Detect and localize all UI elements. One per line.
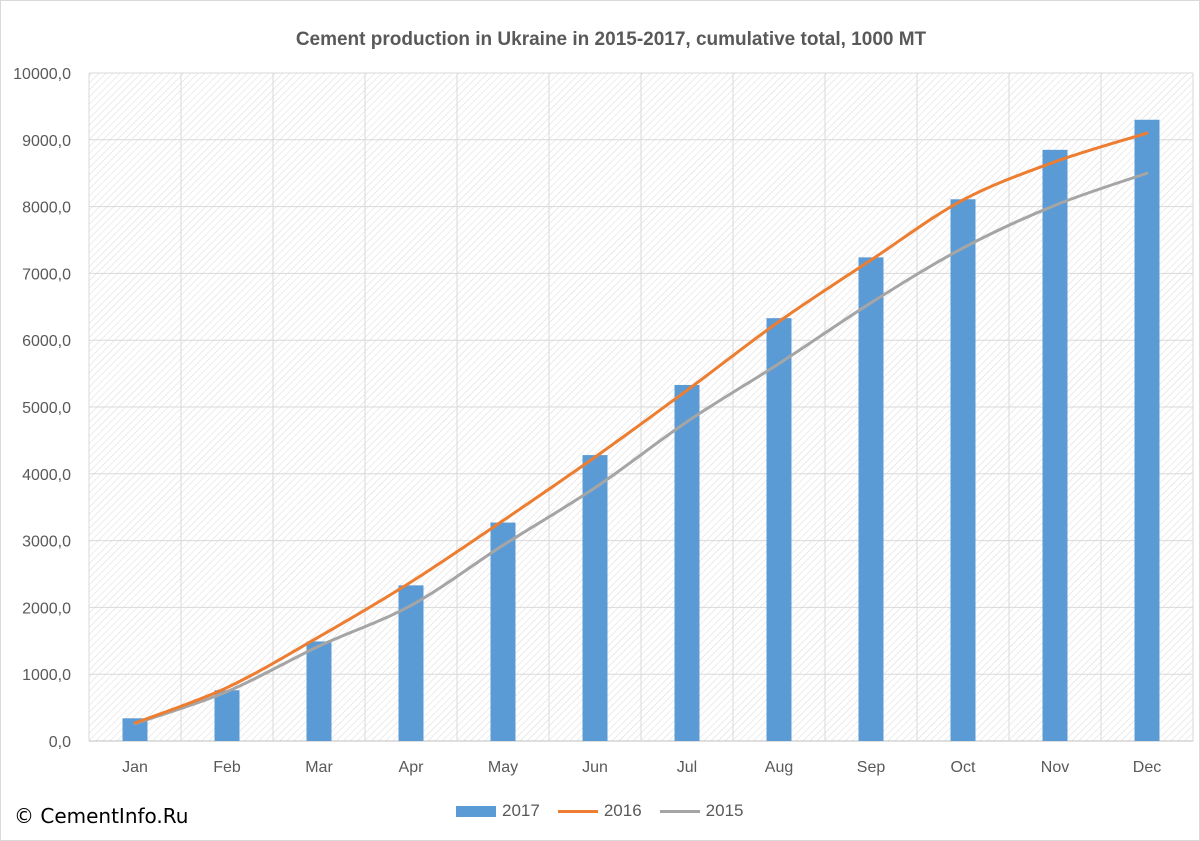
- y-tick-label: 9000,0: [22, 133, 71, 150]
- legend-label-2016: 2016: [603, 801, 642, 820]
- bar-2017: [766, 318, 792, 741]
- bar-series-2017: [122, 119, 1160, 741]
- y-tick-label: 2000,0: [22, 600, 71, 617]
- grid-lines: [88, 72, 1194, 742]
- legend-swatch-2016: [557, 809, 598, 813]
- line-series: [133, 131, 1149, 726]
- x-tick-label: Apr: [399, 759, 425, 776]
- legend-swatch-2017: [456, 805, 496, 817]
- y-tick-label: 10000,0: [13, 66, 71, 83]
- y-tick-label: 4000,0: [22, 467, 71, 484]
- legend-label-2015: 2015: [705, 801, 744, 820]
- y-tick-label: 8000,0: [22, 200, 71, 217]
- x-tick-label: Nov: [1041, 759, 1069, 776]
- legend-item-2015: 2015: [659, 801, 744, 821]
- legend-item-2017: 2017: [456, 801, 540, 821]
- x-tick-label: Mar: [305, 759, 333, 776]
- line-2015: [133, 171, 1149, 726]
- bar-2017: [490, 522, 516, 741]
- x-tick-label: Jan: [122, 759, 148, 776]
- y-tick-label: 6000,0: [22, 333, 71, 350]
- x-axis-tick-labels: Jan Feb Mar Apr May Jun Jul Aug Sep Oct Nov Dec: [122, 759, 1161, 776]
- bar-2017: [1134, 119, 1160, 741]
- bar-2017: [306, 641, 332, 741]
- bar-2017: [950, 199, 976, 741]
- bar-2017: [122, 718, 148, 741]
- legend-swatch-2015: [659, 809, 700, 813]
- line-2016: [133, 131, 1149, 725]
- bar-2017: [1042, 149, 1068, 741]
- bar-2017: [858, 257, 884, 741]
- x-tick-label: Feb: [213, 759, 241, 776]
- x-tick-label: Jun: [582, 759, 608, 776]
- x-tick-label: Oct: [951, 759, 976, 776]
- copyright-text: © CementInfo.Ru: [14, 804, 189, 828]
- bar-2017: [214, 690, 240, 741]
- x-tick-label: Aug: [765, 759, 793, 776]
- y-tick-label: 5000,0: [22, 400, 71, 417]
- y-tick-label: 3000,0: [22, 534, 71, 551]
- bar-2017: [674, 384, 700, 741]
- y-tick-label: 1000,0: [22, 667, 71, 684]
- y-tick-label: 0,0: [49, 734, 71, 751]
- x-tick-label: Sep: [857, 759, 886, 776]
- y-axis-tick-labels: 0,0 1000,0 2000,0 3000,0 4000,0 5000,0 6000,0 7…: [13, 66, 71, 751]
- x-tick-label: Jul: [677, 759, 697, 776]
- legend: 2017 2016 2015: [456, 799, 743, 823]
- legend-label-2017: 2017: [502, 801, 540, 820]
- x-tick-label: May: [488, 759, 518, 776]
- y-tick-label: 7000,0: [22, 266, 71, 283]
- legend-item-2016: 2016: [557, 801, 642, 821]
- bar-2017: [582, 455, 608, 741]
- x-tick-label: Dec: [1133, 759, 1161, 776]
- chart-title: Cement production in Ukraine in 2015-201…: [295, 29, 927, 50]
